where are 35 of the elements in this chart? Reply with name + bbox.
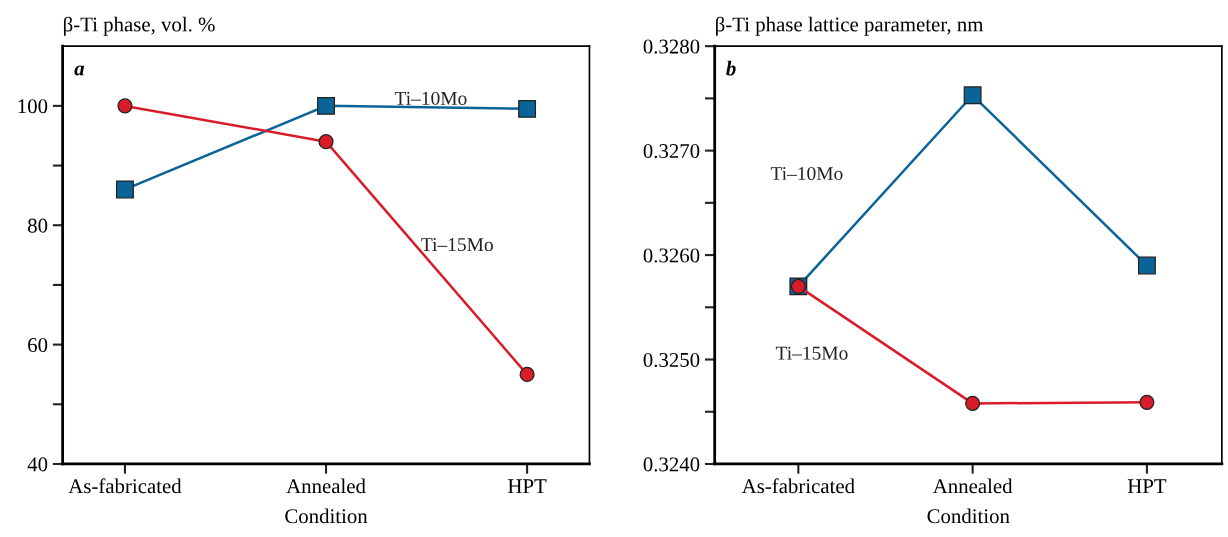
point	[963, 86, 982, 105]
point	[117, 98, 133, 114]
point	[116, 180, 134, 199]
point	[318, 134, 334, 150]
x-tick-label: Annealed	[286, 478, 366, 494]
x-tick-label: HPT	[1127, 479, 1167, 494]
x-tick-label: Annealed	[932, 478, 1013, 494]
series-label: Ti–15Mo	[421, 238, 493, 252]
annotation: b	[726, 60, 736, 76]
y-tick-label: 40	[27, 457, 48, 472]
point	[518, 99, 537, 118]
x-axis-title: Condition	[285, 508, 368, 524]
x-axis-title: Condition	[927, 508, 1010, 524]
y-tick-label: 100	[18, 99, 48, 114]
text: Ti–10Mo	[770, 166, 843, 181]
y-tick-label: 0.3250	[643, 352, 700, 368]
y-tick-label: 0.3240	[643, 457, 700, 472]
y-axis-title: β-Ti phase lattice parameter, nm	[716, 16, 984, 36]
annotation: a	[74, 65, 85, 76]
series-label: Ti–10Mo	[394, 91, 467, 105]
y-tick-label: 0.3270	[643, 144, 700, 159]
y-tick-label: 0.3280	[643, 39, 700, 54]
y-tick-label: 80	[28, 218, 48, 233]
x-tick-label: As-fabricated	[68, 478, 182, 494]
x-tick-label: As-fabricated	[741, 478, 855, 494]
series-label: Ti–15Mo	[775, 346, 848, 360]
point	[519, 366, 535, 383]
point	[317, 96, 335, 115]
y-tick-label: 0.3260	[643, 248, 700, 263]
y-axis-title: β-Ti phase, vol. %	[63, 16, 215, 36]
x-tick-label: HPT	[508, 479, 547, 494]
point	[965, 395, 981, 411]
y-tick-label: 60	[28, 337, 48, 353]
point	[1139, 394, 1155, 410]
point	[1137, 256, 1156, 275]
